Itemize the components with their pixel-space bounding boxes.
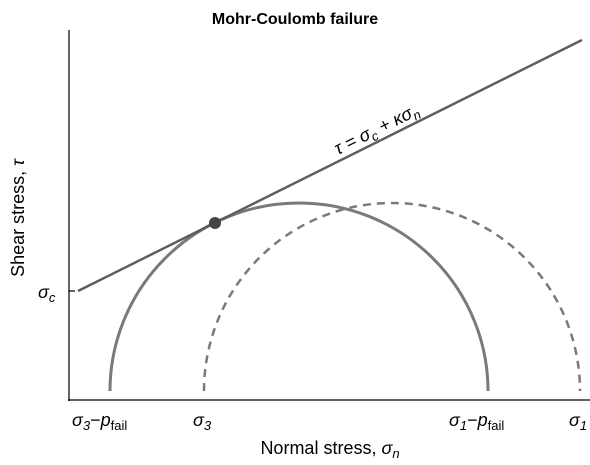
symbol: σ bbox=[38, 282, 50, 302]
subscript: 3 bbox=[204, 418, 212, 433]
mohr-circle bbox=[108, 201, 490, 392]
subscript: 1 bbox=[460, 418, 467, 433]
symbol: σ bbox=[193, 410, 205, 430]
symbol: σ bbox=[381, 438, 393, 458]
minus: − bbox=[467, 410, 478, 430]
symbol: σ bbox=[72, 410, 84, 430]
envelope-label: τ = σc + κσn bbox=[331, 100, 424, 162]
subscript: c bbox=[49, 290, 56, 305]
y-tick-label: σc bbox=[38, 282, 56, 305]
symbol: p bbox=[477, 410, 488, 430]
x-tick-label: σ1−pfail bbox=[449, 410, 504, 433]
subscript: n bbox=[392, 446, 399, 461]
shifted-mohr-circle bbox=[202, 201, 582, 392]
subscript: fail bbox=[111, 418, 128, 433]
minus: − bbox=[90, 410, 101, 430]
symbol: σ bbox=[449, 410, 461, 430]
subscript: 1 bbox=[580, 418, 587, 433]
failure-envelope bbox=[77, 38, 583, 293]
tangent-point bbox=[209, 217, 221, 229]
label-text: Normal stress, bbox=[260, 438, 381, 458]
symbol: τ bbox=[8, 158, 28, 166]
x-tick-label: σ1 bbox=[569, 410, 587, 433]
title: Mohr-Coulomb failure bbox=[212, 11, 378, 28]
subscript: 3 bbox=[83, 418, 91, 433]
x-tick-label: σ3−pfail bbox=[72, 410, 127, 433]
x-tick-label: σ3 bbox=[193, 410, 212, 433]
subscript: fail bbox=[488, 418, 505, 433]
symbol: p bbox=[100, 410, 111, 430]
y-axis-label: Shear stress, τ bbox=[8, 158, 28, 277]
label-text: Shear stress, bbox=[8, 166, 28, 277]
symbol: σ bbox=[569, 410, 581, 430]
x-axis-label: Normal stress, σn bbox=[260, 438, 399, 461]
